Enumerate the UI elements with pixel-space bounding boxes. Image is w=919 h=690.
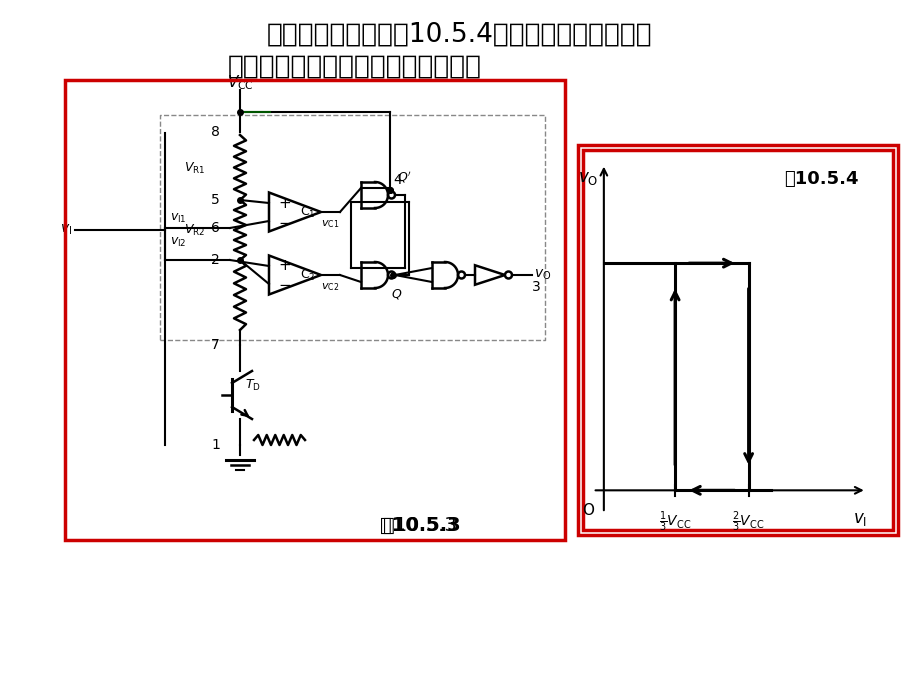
Text: 4: 4 bbox=[392, 173, 402, 187]
Text: $\mathrm{C_2}$: $\mathrm{C_2}$ bbox=[300, 268, 315, 282]
Text: $V_\mathrm{CC}$: $V_\mathrm{CC}$ bbox=[226, 74, 253, 92]
Text: $T_\mathrm{D}$: $T_\mathrm{D}$ bbox=[244, 377, 261, 393]
Text: +: + bbox=[278, 195, 291, 210]
Text: $v_\mathrm{C2}$: $v_\mathrm{C2}$ bbox=[321, 281, 339, 293]
Text: $\frac{1}{3}V_\mathrm{CC}$: $\frac{1}{3}V_\mathrm{CC}$ bbox=[658, 509, 690, 534]
Text: 图10.5.4: 图10.5.4 bbox=[783, 170, 857, 188]
Text: $V_\mathrm{R1}$: $V_\mathrm{R1}$ bbox=[184, 161, 205, 175]
Text: $v_\mathrm{I1}$: $v_\mathrm{I1}$ bbox=[170, 211, 187, 224]
Text: 其电压传输特性如图10.5.4所示。由图可知，这是: 其电压传输特性如图10.5.4所示。由图可知，这是 bbox=[267, 22, 652, 48]
Text: 2: 2 bbox=[211, 253, 220, 267]
Bar bbox=[583, 150, 892, 530]
Text: O: O bbox=[582, 503, 594, 518]
Bar bbox=[577, 145, 897, 535]
Text: 图10.5.3: 图10.5.3 bbox=[382, 515, 457, 535]
Text: $-$: $-$ bbox=[278, 277, 291, 291]
Text: $-$: $-$ bbox=[278, 213, 291, 228]
Text: 8: 8 bbox=[210, 125, 220, 139]
Text: $\mathrm{C_1}$: $\mathrm{C_1}$ bbox=[300, 204, 315, 219]
Text: 5: 5 bbox=[211, 193, 220, 207]
Text: $v_\mathrm{O}$: $v_\mathrm{O}$ bbox=[533, 268, 550, 282]
Bar bbox=[65, 80, 564, 540]
Text: $v_\mathrm{C1}$: $v_\mathrm{C1}$ bbox=[321, 218, 339, 230]
Text: 3: 3 bbox=[531, 280, 540, 294]
Text: 1: 1 bbox=[210, 438, 220, 452]
Text: $v_\mathrm{I}$: $v_\mathrm{I}$ bbox=[60, 223, 72, 237]
Text: 个典型的反相输出的施密特触发器。: 个典型的反相输出的施密特触发器。 bbox=[228, 54, 482, 80]
Text: 图10.5.3: 图10.5.3 bbox=[380, 515, 460, 535]
Text: $v_\mathrm{I2}$: $v_\mathrm{I2}$ bbox=[170, 235, 187, 248]
Text: $Q'$: $Q'$ bbox=[397, 170, 412, 185]
Text: $V_\mathrm{R2}$: $V_\mathrm{R2}$ bbox=[184, 222, 205, 237]
Text: $Q$: $Q$ bbox=[391, 287, 402, 301]
Text: +: + bbox=[278, 259, 291, 273]
Text: $v_\mathrm{I}$: $v_\mathrm{I}$ bbox=[852, 510, 866, 528]
Text: $\frac{2}{3}V_\mathrm{CC}$: $\frac{2}{3}V_\mathrm{CC}$ bbox=[732, 509, 764, 534]
Text: 7: 7 bbox=[211, 338, 220, 352]
Text: 6: 6 bbox=[210, 221, 220, 235]
Text: $v_\mathrm{O}$: $v_\mathrm{O}$ bbox=[577, 169, 597, 187]
